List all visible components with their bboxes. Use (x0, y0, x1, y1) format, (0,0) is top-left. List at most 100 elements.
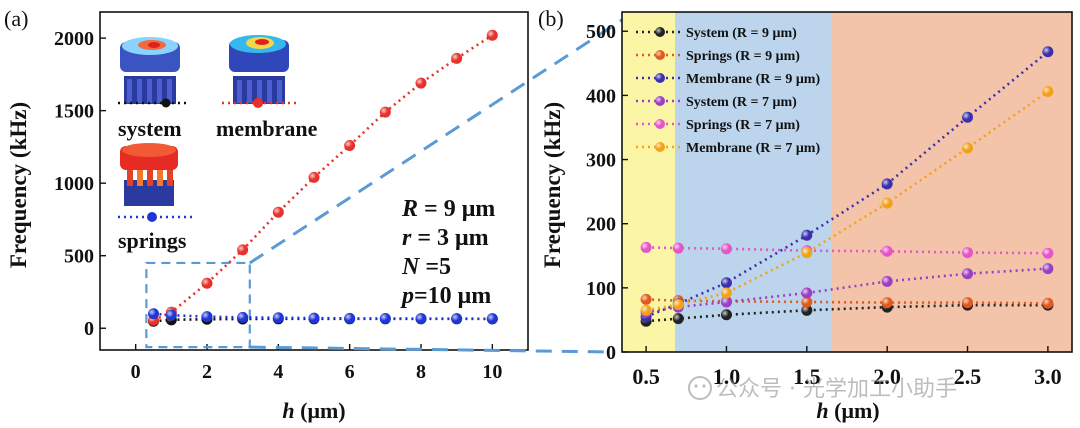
data-point-series-4 (1042, 247, 1054, 259)
data-point-springs (379, 313, 391, 325)
data-point-series-4 (962, 247, 974, 259)
panel-a-label: (a) (4, 6, 28, 31)
param-R: R = 9 μm (401, 196, 495, 222)
legend-key-marker (655, 27, 665, 37)
data-point-springs (165, 309, 177, 321)
data-point-springs (201, 311, 213, 323)
panel-a-x-tick-label: 6 (345, 361, 355, 383)
data-point-series-2 (801, 229, 813, 241)
parameter-annotations: R = 9 μm r = 3 μm N =5 p=10 μm (400, 196, 495, 309)
data-point-springs (415, 313, 427, 325)
legend-springs: springs (118, 212, 192, 253)
data-point-series-4 (720, 243, 732, 255)
data-point-series-2 (962, 111, 974, 123)
panel-b-y-tick-label: 200 (586, 214, 616, 236)
springs-mode-thumbnail (120, 143, 178, 206)
legend-system: system (118, 98, 190, 141)
zoom-connector-top (248, 14, 629, 265)
legend-entry-label: Springs (R = 9 μm) (686, 49, 800, 64)
watermark: 公众号 · 光学加工小助手 (688, 376, 957, 402)
panel-b-y-tick-label: 300 (586, 150, 616, 172)
panel-b-x-tick-label: 2.0 (873, 364, 901, 389)
data-point-membrane (379, 106, 391, 118)
panel-a-x-axis-label: h (μm) (282, 398, 345, 423)
legend-entry-label: System (R = 9 μm) (686, 26, 797, 41)
data-point-springs (237, 311, 249, 323)
data-point-series-5 (640, 304, 652, 316)
legend-key-marker (655, 142, 665, 152)
data-point-springs (451, 313, 463, 325)
data-point-series-4 (640, 241, 652, 253)
data-point-membrane (451, 52, 463, 64)
data-point-springs (344, 312, 356, 324)
panel-b-x-tick-label: 1.0 (713, 364, 741, 389)
panel-b-x-tick-label: 2.5 (954, 364, 982, 389)
data-point-membrane (308, 171, 320, 183)
data-point-series-5 (1042, 86, 1054, 98)
system-mode-thumbnail (120, 37, 180, 104)
svg-text:membrane: membrane (216, 116, 318, 141)
legend-entry-label: System (R = 7 μm) (686, 95, 797, 110)
membrane-mode-thumbnail (229, 35, 289, 104)
data-point-membrane (237, 244, 249, 256)
zoom-connector-bottom (249, 345, 613, 354)
svg-text:公众号 · 光学加工小助手: 公众号 · 光学加工小助手 (716, 377, 957, 402)
legend-entry-label: Membrane (R = 9 μm) (686, 72, 820, 87)
data-point-series-3 (1042, 263, 1054, 275)
panel-a-y-tick-label: 2000 (54, 28, 94, 50)
legend-key-marker (655, 50, 665, 60)
panel-a-y-tick-label: 1000 (54, 173, 94, 195)
data-point-series-3 (962, 268, 974, 280)
data-point-springs (272, 312, 284, 324)
data-point-series-4 (881, 245, 893, 257)
legend-entry-label: Springs (R = 7 μm) (686, 118, 800, 133)
panel-b-x-tick-label: 1.5 (793, 364, 821, 389)
panel-a-y-tick-label: 0 (84, 318, 94, 340)
panel-a-zoom-box (145, 261, 251, 349)
data-point-series-1 (881, 297, 893, 309)
panel-b-y-tick-label: 0 (606, 342, 616, 364)
wechat-icon (688, 376, 712, 400)
panel-a-y-tick-label: 1500 (54, 101, 94, 123)
shaded-region (830, 12, 1072, 352)
panel-a-y-tick-label: 500 (64, 246, 94, 268)
legend-entry-label: Membrane (R = 7 μm) (686, 141, 820, 156)
data-point-series-3 (720, 296, 732, 308)
data-point-series-4 (672, 242, 684, 254)
data-point-series-0 (801, 304, 813, 316)
param-p: p=10 μm (400, 283, 491, 309)
data-point-series-1 (640, 293, 652, 305)
data-point-membrane (344, 139, 356, 151)
data-point-series-0 (672, 313, 684, 325)
data-point-membrane (415, 77, 427, 89)
panel-b-y-tick-label: 100 (586, 278, 616, 300)
panel-b-y-tick-label: 500 (586, 21, 616, 43)
panel-b-x-axis-label: h (μm) (816, 398, 879, 423)
data-point-series-5 (801, 247, 813, 259)
panel-a-x-tick-label: 2 (202, 361, 212, 383)
legend-key-marker (655, 119, 665, 129)
panel-b-x-tick-label: 0.5 (632, 364, 660, 389)
legend-key-marker (655, 96, 665, 106)
panel-a-x-tick-label: 10 (482, 361, 502, 383)
data-point-series-3 (801, 287, 813, 299)
data-point-series-2 (720, 277, 732, 289)
param-r: r = 3 μm (402, 225, 489, 251)
legend-membrane: membrane (216, 98, 318, 141)
data-point-membrane (201, 277, 213, 289)
panel-a-x-tick-label: 8 (416, 361, 426, 383)
data-point-series-5 (720, 287, 732, 299)
data-point-series-5 (881, 197, 893, 209)
data-point-series-1 (1042, 297, 1054, 309)
panel-a-y-axis-label: Frequency (kHz) (6, 102, 31, 268)
svg-text:springs: springs (118, 228, 187, 253)
data-point-membrane (272, 206, 284, 218)
data-point-springs (308, 312, 320, 324)
panel-b-x-tick-label: 3.0 (1034, 364, 1062, 389)
data-point-series-0 (720, 309, 732, 321)
panel-b-plot-frame (621, 11, 1073, 353)
panel-b-y-axis-label: Frequency (kHz) (540, 102, 565, 268)
svg-text:system: system (118, 116, 182, 141)
data-point-series-2 (1042, 46, 1054, 58)
panel-b-y-tick-label: 400 (586, 85, 616, 107)
